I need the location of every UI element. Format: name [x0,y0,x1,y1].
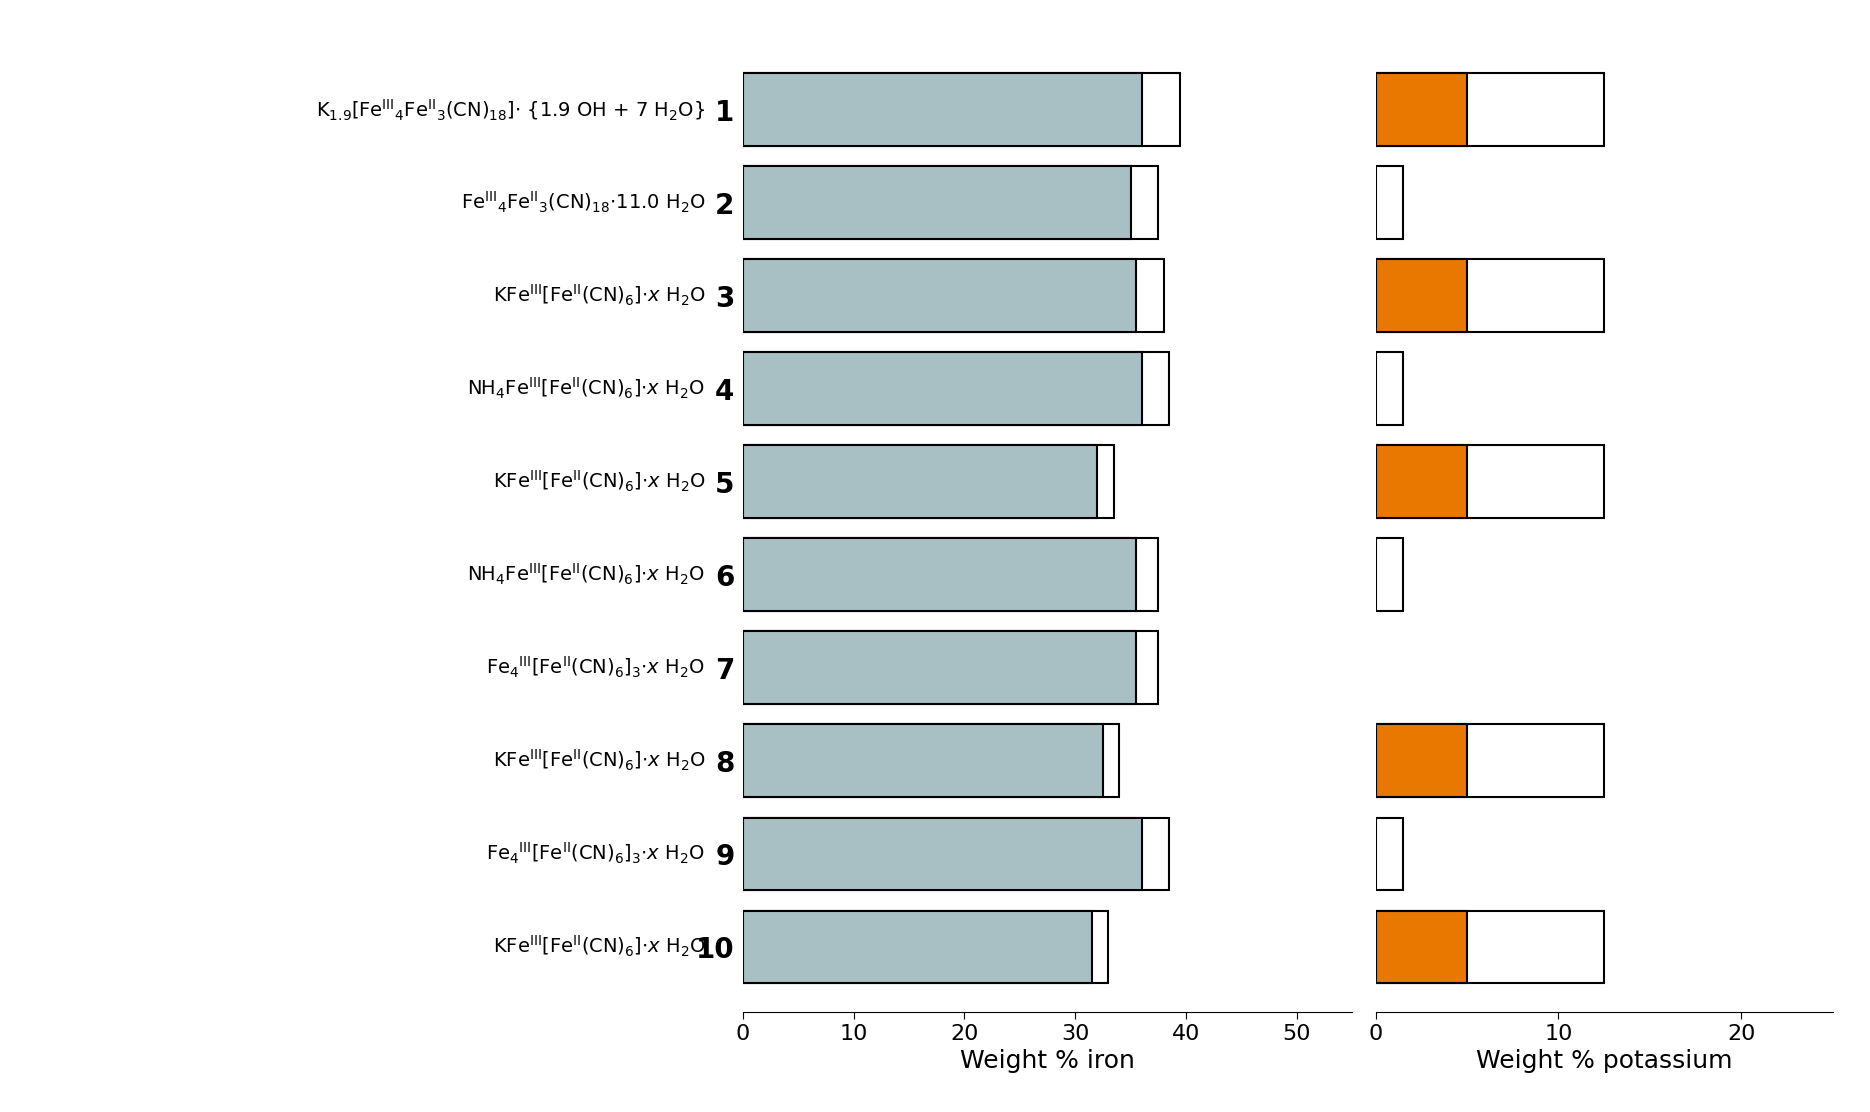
Bar [742,73,1143,146]
Text: Fe$_{4}$$^{\rm III}$[Fe$^{\rm II}$(CN)$_{6}$]$_{3}$$\cdot$$\it{x}$ H$_{2}$O: Fe$_{4}$$^{\rm III}$[Fe$^{\rm II}$(CN)$_… [486,841,705,866]
Bar [1376,73,1604,146]
Bar [1376,446,1604,518]
Bar [1376,538,1402,610]
Text: NH$_{4}$Fe$^{\rm III}$[Fe$^{\rm II}$(CN)$_{6}$]$\cdot$$\it{x}$ H$_{2}$O: NH$_{4}$Fe$^{\rm III}$[Fe$^{\rm II}$(CN)… [468,376,705,401]
Bar [742,632,1158,704]
Bar [742,353,1143,425]
Text: KFe$^{\rm III}$[Fe$^{\rm II}$(CN)$_{6}$]$\cdot$$\it{x}$ H$_{2}$O: KFe$^{\rm III}$[Fe$^{\rm II}$(CN)$_{6}$]… [492,469,705,495]
X-axis label: Weight % potassium: Weight % potassium [1475,1050,1732,1073]
Bar [1376,259,1468,331]
Bar [1376,259,1604,331]
Bar [742,353,1169,425]
Bar [742,817,1169,890]
Bar [742,446,1098,518]
Bar [1376,817,1402,890]
Bar [1376,446,1468,518]
Bar [742,446,1115,518]
Bar [742,817,1143,890]
Bar [742,167,1158,239]
Text: KFe$^{\rm III}$[Fe$^{\rm II}$(CN)$_{6}$]$\cdot$$\it{x}$ H$_{2}$O: KFe$^{\rm III}$[Fe$^{\rm II}$(CN)$_{6}$]… [492,934,705,960]
Bar [742,911,1109,983]
Bar [742,167,1131,239]
Text: NH$_{4}$Fe$^{\rm III}$[Fe$^{\rm II}$(CN)$_{6}$]$\cdot$$\it{x}$ H$_{2}$O: NH$_{4}$Fe$^{\rm III}$[Fe$^{\rm II}$(CN)… [468,562,705,587]
Bar [742,725,1120,797]
Bar [1376,911,1468,983]
Bar [742,538,1158,610]
Bar [1376,73,1468,146]
Bar [1376,167,1402,239]
Bar [742,725,1103,797]
Text: Fe$_{4}$$^{\rm III}$[Fe$^{\rm II}$(CN)$_{6}$]$_{3}$$\cdot$$\it{x}$ H$_{2}$O: Fe$_{4}$$^{\rm III}$[Fe$^{\rm II}$(CN)$_… [486,655,705,681]
Bar [1376,725,1468,797]
Text: KFe$^{\rm III}$[Fe$^{\rm II}$(CN)$_{6}$]$\cdot$$\it{x}$ H$_{2}$O: KFe$^{\rm III}$[Fe$^{\rm II}$(CN)$_{6}$]… [492,284,705,308]
Text: KFe$^{\rm III}$[Fe$^{\rm II}$(CN)$_{6}$]$\cdot$$\it{x}$ H$_{2}$O: KFe$^{\rm III}$[Fe$^{\rm II}$(CN)$_{6}$]… [492,748,705,773]
Bar [1376,911,1604,983]
Bar [1376,353,1402,425]
Text: Fe$^{\rm III}$$_{4}$Fe$^{\rm II}$$_{3}$(CN)$_{18}$$\cdot$11.0 H$_{2}$O: Fe$^{\rm III}$$_{4}$Fe$^{\rm II}$$_{3}$(… [460,190,705,216]
Bar [742,538,1137,610]
Bar [742,632,1137,704]
X-axis label: Weight % iron: Weight % iron [959,1050,1135,1073]
Bar [742,73,1180,146]
Bar [1376,725,1604,797]
Text: K$_{1.9}$[Fe$^{\rm III}$$_{4}$Fe$^{\rm II}$$_{3}$(CN)$_{18}$]$\cdot$ {1.9 OH + 7: K$_{1.9}$[Fe$^{\rm III}$$_{4}$Fe$^{\rm I… [316,97,705,122]
Bar [742,259,1137,331]
Bar [742,911,1092,983]
Bar [742,259,1163,331]
